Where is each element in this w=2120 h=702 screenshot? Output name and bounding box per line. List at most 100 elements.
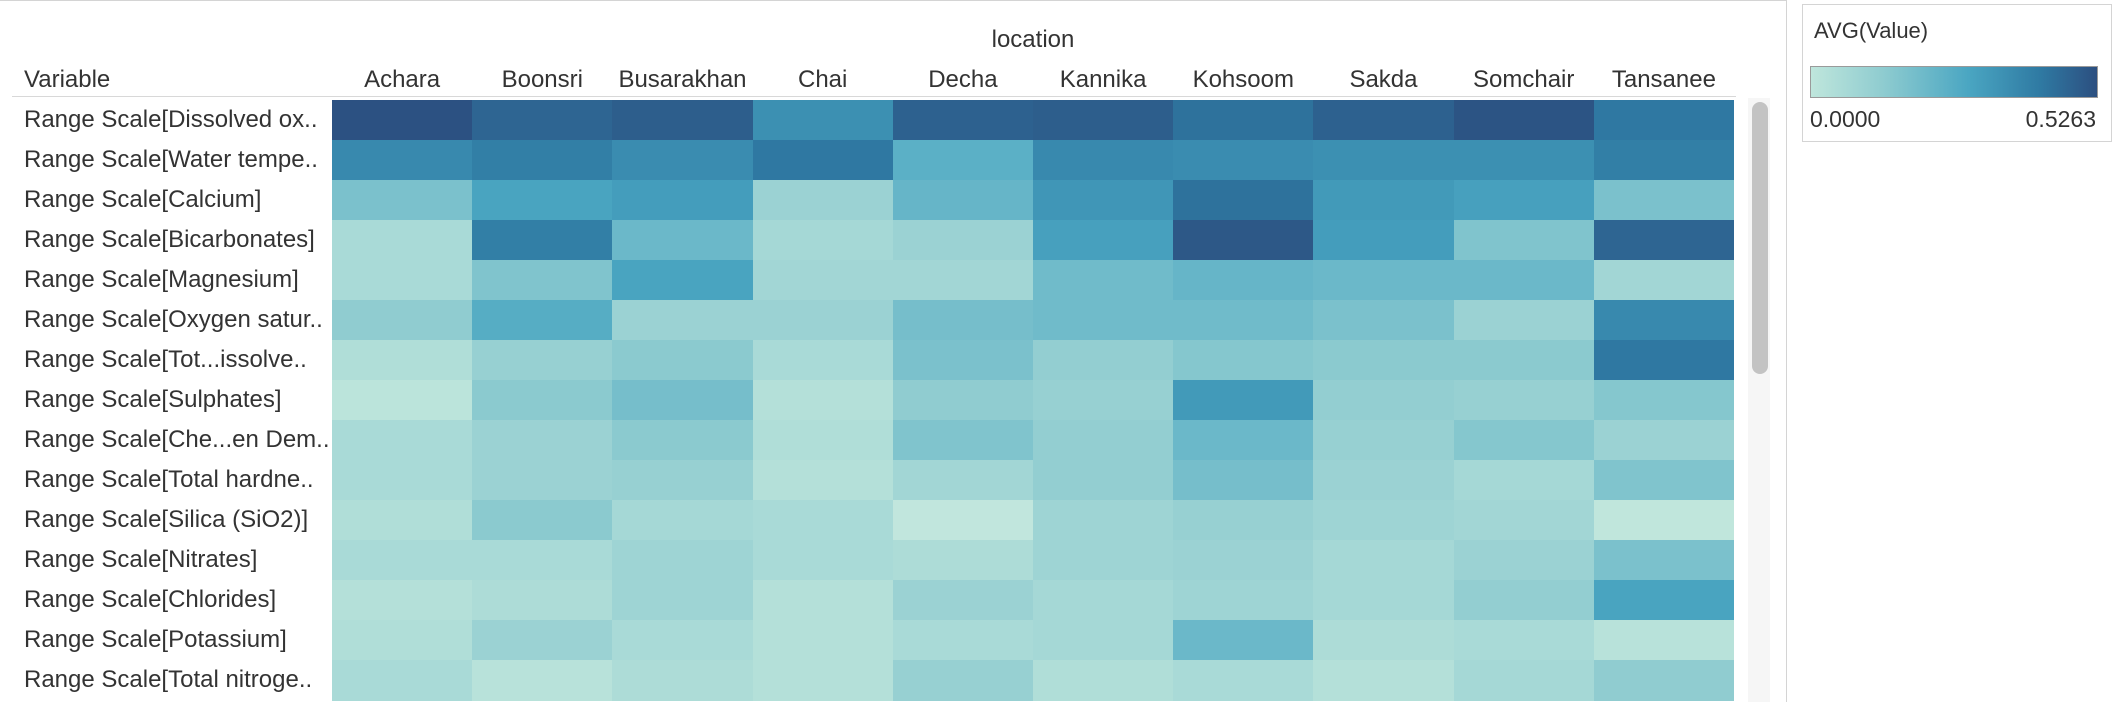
heatmap-cell-somchair-10[interactable] [1453,500,1595,541]
heatmap-cell-busarakhan-3[interactable] [612,220,754,261]
heatmap-cell-decha-12[interactable] [892,580,1034,621]
heatmap-cell-tansanee-5[interactable] [1593,300,1735,341]
heatmap-cell-decha-14[interactable] [892,660,1034,701]
heatmap-cell-kannika-11[interactable] [1033,540,1174,581]
heatmap-cell-somchair-1[interactable] [1453,140,1595,181]
heatmap-cell-achara-1[interactable] [332,140,473,181]
heatmap-cell-sakda-5[interactable] [1313,300,1455,341]
heatmap-cell-tansanee-3[interactable] [1593,220,1735,261]
heatmap-cell-somchair-14[interactable] [1453,660,1595,701]
heatmap-cell-achara-0[interactable] [332,100,473,141]
heatmap-cell-tansanee-11[interactable] [1593,540,1735,581]
heatmap-cell-sakda-3[interactable] [1313,220,1455,261]
heatmap-cell-boonsri-7[interactable] [472,380,613,421]
heatmap-cell-boonsri-1[interactable] [472,140,613,181]
heatmap-cell-sakda-7[interactable] [1313,380,1455,421]
heatmap-cell-boonsri-8[interactable] [472,420,613,461]
heatmap-cell-boonsri-4[interactable] [472,260,613,301]
heatmap-cell-tansanee-8[interactable] [1593,420,1735,461]
heatmap-cell-sakda-8[interactable] [1313,420,1455,461]
heatmap-cell-boonsri-0[interactable] [472,100,613,141]
heatmap-cell-achara-6[interactable] [332,340,473,381]
heatmap-cell-kannika-14[interactable] [1033,660,1174,701]
heatmap-cell-kannika-4[interactable] [1033,260,1174,301]
heatmap-cell-chai-14[interactable] [752,660,894,701]
heatmap-cell-kannika-2[interactable] [1033,180,1174,221]
heatmap-cell-decha-8[interactable] [892,420,1034,461]
heatmap-cell-chai-6[interactable] [752,340,894,381]
heatmap-cell-tansanee-0[interactable] [1593,100,1735,141]
heatmap-cell-decha-13[interactable] [892,620,1034,661]
heatmap-cell-somchair-8[interactable] [1453,420,1595,461]
heatmap-cell-sakda-2[interactable] [1313,180,1455,221]
heatmap-cell-boonsri-13[interactable] [472,620,613,661]
heatmap-cell-kohsoom-1[interactable] [1173,140,1314,181]
heatmap-cell-tansanee-12[interactable] [1593,580,1735,621]
heatmap-cell-somchair-11[interactable] [1453,540,1595,581]
heatmap-cell-somchair-9[interactable] [1453,460,1595,501]
heatmap-cell-sakda-13[interactable] [1313,620,1455,661]
heatmap-cell-busarakhan-1[interactable] [612,140,754,181]
heatmap-cell-somchair-6[interactable] [1453,340,1595,381]
heatmap-cell-chai-3[interactable] [752,220,894,261]
heatmap-cell-kannika-8[interactable] [1033,420,1174,461]
heatmap-cell-sakda-14[interactable] [1313,660,1455,701]
heatmap-cell-chai-10[interactable] [752,500,894,541]
heatmap-cell-busarakhan-4[interactable] [612,260,754,301]
heatmap-cell-chai-2[interactable] [752,180,894,221]
heatmap-cell-boonsri-11[interactable] [472,540,613,581]
heatmap-cell-boonsri-3[interactable] [472,220,613,261]
heatmap-cell-boonsri-10[interactable] [472,500,613,541]
heatmap-cell-sakda-11[interactable] [1313,540,1455,581]
heatmap-cell-kannika-6[interactable] [1033,340,1174,381]
heatmap-cell-kannika-9[interactable] [1033,460,1174,501]
heatmap-cell-achara-9[interactable] [332,460,473,501]
heatmap-cell-boonsri-14[interactable] [472,660,613,701]
heatmap-cell-sakda-9[interactable] [1313,460,1455,501]
heatmap-cell-kohsoom-13[interactable] [1173,620,1314,661]
heatmap-cell-kannika-7[interactable] [1033,380,1174,421]
heatmap-cell-chai-13[interactable] [752,620,894,661]
heatmap-cell-busarakhan-12[interactable] [612,580,754,621]
heatmap-cell-somchair-12[interactable] [1453,580,1595,621]
heatmap-cell-chai-11[interactable] [752,540,894,581]
heatmap-cell-busarakhan-7[interactable] [612,380,754,421]
heatmap-cell-boonsri-5[interactable] [472,300,613,341]
heatmap-cell-tansanee-7[interactable] [1593,380,1735,421]
heatmap-cell-somchair-7[interactable] [1453,380,1595,421]
heatmap-cell-boonsri-2[interactable] [472,180,613,221]
heatmap-cell-decha-1[interactable] [892,140,1034,181]
heatmap-cell-tansanee-9[interactable] [1593,460,1735,501]
heatmap-cell-kannika-0[interactable] [1033,100,1174,141]
heatmap-cell-sakda-0[interactable] [1313,100,1455,141]
heatmap-cell-achara-4[interactable] [332,260,473,301]
heatmap-cell-chai-9[interactable] [752,460,894,501]
heatmap-cell-tansanee-4[interactable] [1593,260,1735,301]
heatmap-cell-kohsoom-9[interactable] [1173,460,1314,501]
heatmap-cell-chai-5[interactable] [752,300,894,341]
heatmap-cell-somchair-5[interactable] [1453,300,1595,341]
heatmap-cell-kannika-12[interactable] [1033,580,1174,621]
heatmap-cell-tansanee-6[interactable] [1593,340,1735,381]
heatmap-cell-kohsoom-12[interactable] [1173,580,1314,621]
heatmap-cell-tansanee-13[interactable] [1593,620,1735,661]
heatmap-cell-kohsoom-11[interactable] [1173,540,1314,581]
heatmap-cell-tansanee-14[interactable] [1593,660,1735,701]
heatmap-cell-kannika-1[interactable] [1033,140,1174,181]
heatmap-cell-achara-5[interactable] [332,300,473,341]
heatmap-cell-kohsoom-3[interactable] [1173,220,1314,261]
heatmap-cell-kohsoom-2[interactable] [1173,180,1314,221]
heatmap-cell-somchair-3[interactable] [1453,220,1595,261]
heatmap-cell-kohsoom-4[interactable] [1173,260,1314,301]
heatmap-cell-achara-2[interactable] [332,180,473,221]
heatmap-cell-boonsri-12[interactable] [472,580,613,621]
vertical-scrollbar-thumb[interactable] [1752,102,1768,374]
heatmap-cell-achara-7[interactable] [332,380,473,421]
heatmap-cell-busarakhan-5[interactable] [612,300,754,341]
heatmap-cell-busarakhan-0[interactable] [612,100,754,141]
heatmap-cell-decha-9[interactable] [892,460,1034,501]
heatmap-cell-sakda-6[interactable] [1313,340,1455,381]
heatmap-cell-chai-8[interactable] [752,420,894,461]
heatmap-cell-decha-2[interactable] [892,180,1034,221]
heatmap-cell-chai-4[interactable] [752,260,894,301]
